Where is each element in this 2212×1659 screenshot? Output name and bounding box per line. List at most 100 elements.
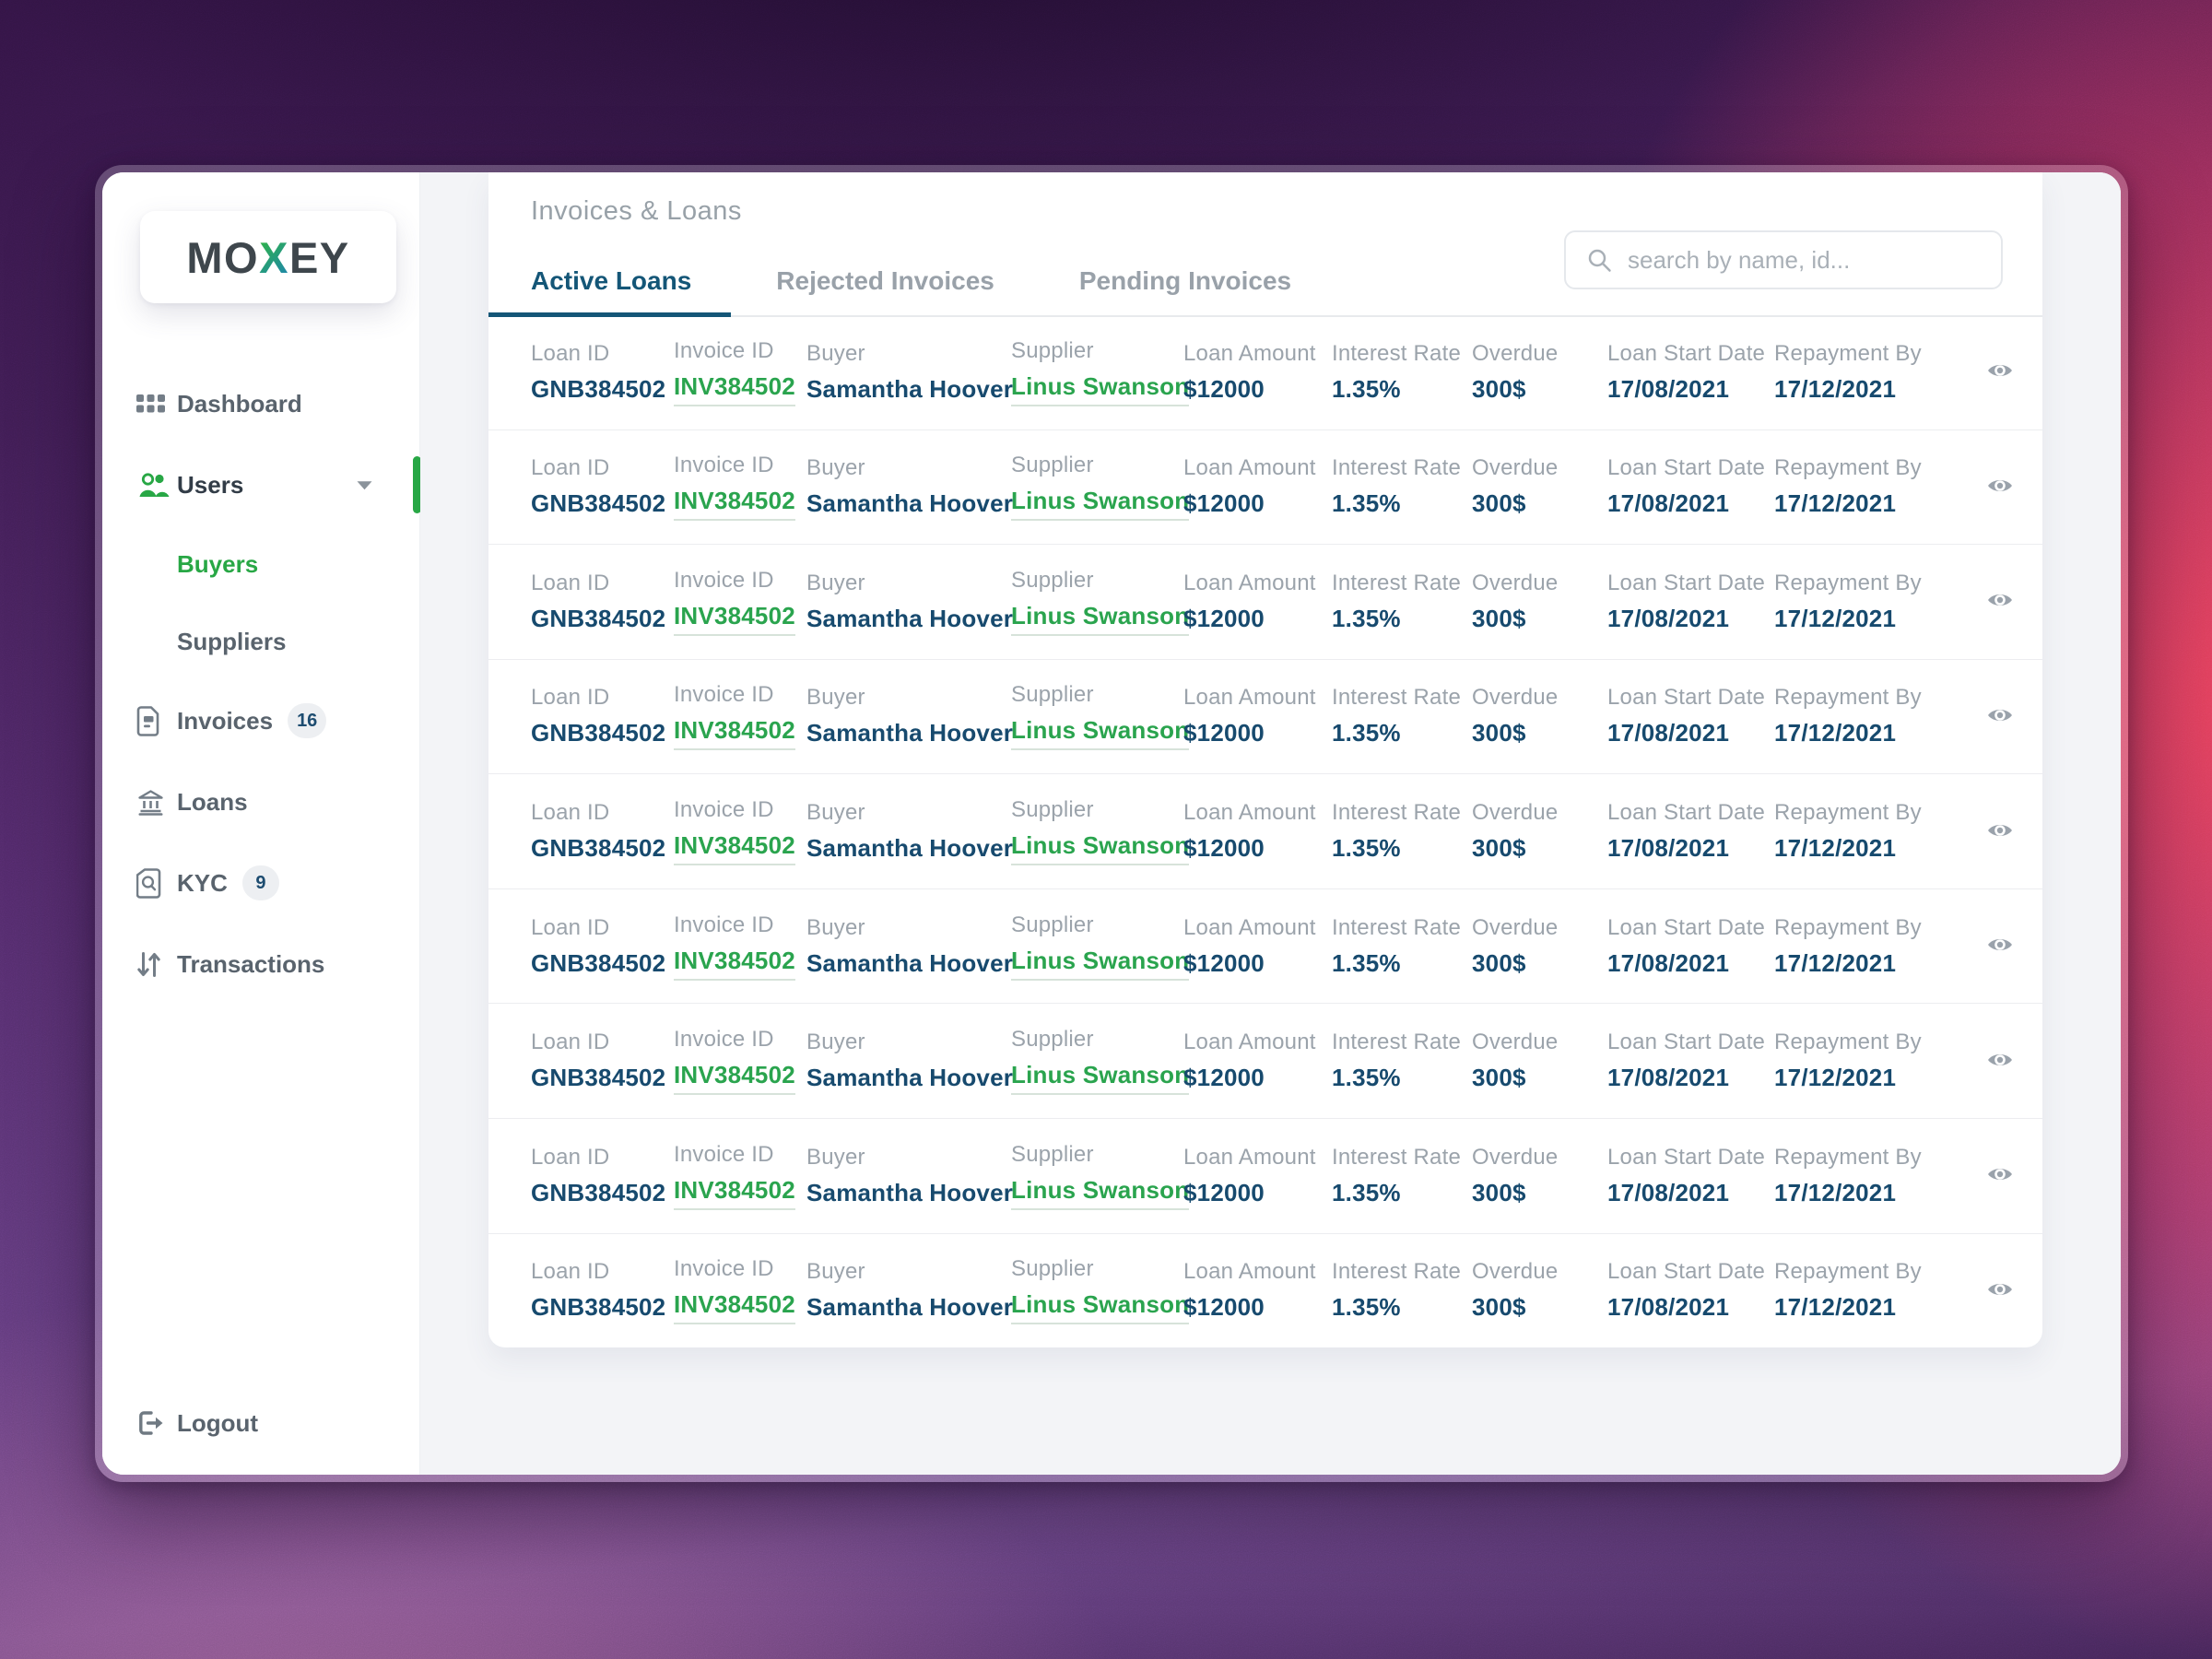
sidebar-item-dashboard[interactable]: Dashboard (102, 363, 419, 444)
sidebar-item-invoices[interactable]: Invoices 16 (102, 680, 419, 761)
cell-value-loan_id: GNB384502 (531, 604, 666, 632)
cell-value-supplier[interactable]: Linus Swanson (1011, 716, 1190, 751)
column-label: Invoice ID (674, 682, 774, 708)
sidebar-item-label: Suppliers (177, 627, 287, 655)
sidebar-item-loans[interactable]: Loans (102, 761, 419, 842)
cell-invoice_id: Invoice ID INV384502 (674, 1027, 806, 1096)
search-input[interactable] (1628, 245, 1981, 275)
cell-value-invoice_id[interactable]: INV384502 (674, 1176, 795, 1210)
view-row-button[interactable] (1982, 1159, 2018, 1192)
cell-value-invoice_id[interactable]: INV384502 (674, 602, 795, 636)
column-label: Overdue (1472, 1259, 1559, 1285)
cell-value-invoice_id[interactable]: INV384502 (674, 372, 795, 406)
cell-value-interest_rate: 1.35% (1332, 719, 1401, 747)
cell-value-supplier[interactable]: Linus Swanson (1011, 372, 1190, 406)
sidebar-item-kyc[interactable]: KYC 9 (102, 842, 419, 924)
column-label: Loan Start Date (1607, 1030, 1766, 1055)
column-label: Loan Amount (1183, 800, 1316, 826)
column-label: Overdue (1472, 685, 1559, 711)
cell-value-buyer: Samantha Hoover (806, 834, 1014, 863)
search-box[interactable] (1564, 230, 2003, 289)
cell-value-supplier[interactable]: Linus Swanson (1011, 487, 1190, 522)
table-row: Loan ID GNB384502 Invoice ID INV384502 Buyer… (488, 1003, 2042, 1118)
column-label: Loan Start Date (1607, 800, 1766, 826)
column-label: Loan Amount (1183, 914, 1316, 940)
column-label: Interest Rate (1332, 1030, 1462, 1055)
cell-value-supplier[interactable]: Linus Swanson (1011, 602, 1190, 636)
chevron-down-icon[interactable] (357, 478, 372, 495)
cell-value-interest_rate: 1.35% (1332, 374, 1401, 403)
sidebar-item-transactions[interactable]: Transactions (102, 924, 419, 1005)
cell-value-buyer: Samantha Hoover (806, 1178, 1014, 1206)
cell-value-supplier[interactable]: Linus Swanson (1011, 1176, 1190, 1210)
cell-overdue: Overdue 300$ (1472, 455, 1607, 518)
view-row-button[interactable] (1982, 1045, 2018, 1077)
cell-value-supplier[interactable]: Linus Swanson (1011, 1290, 1190, 1325)
column-label: Supplier (1011, 567, 1094, 593)
cell-value-invoice_id[interactable]: INV384502 (674, 716, 795, 751)
view-row-button[interactable] (1982, 471, 2018, 503)
kyc-count-badge: 9 (241, 865, 279, 900)
column-label: Loan Amount (1183, 685, 1316, 711)
tab-active-loans[interactable]: Active Loans (488, 267, 732, 317)
cell-actions (1982, 700, 2042, 733)
column-label: Repayment By (1774, 340, 1922, 366)
table-row: Loan ID GNB384502 Invoice ID INV384502 Buyer… (488, 315, 2042, 429)
column-label: Buyer (806, 1030, 865, 1055)
tab-pending-invoices[interactable]: Pending Invoices (1078, 266, 1292, 295)
cell-repayment_by: Repayment By 17/12/2021 (1774, 1259, 1982, 1322)
cell-buyer: Buyer Samantha Hoover (806, 571, 1013, 633)
view-row-button[interactable] (1982, 816, 2018, 848)
cell-value-supplier[interactable]: Linus Swanson (1011, 831, 1190, 866)
cell-buyer: Buyer Samantha Hoover (806, 455, 1013, 518)
page-title: Invoices & Loans (531, 196, 742, 226)
cell-value-repayment_by: 17/12/2021 (1774, 1293, 1897, 1322)
cell-value-supplier[interactable]: Linus Swanson (1011, 1061, 1190, 1096)
cell-value-invoice_id[interactable]: INV384502 (674, 487, 795, 522)
cell-value-loan_start_date: 17/08/2021 (1607, 719, 1730, 747)
view-row-button[interactable] (1982, 930, 2018, 962)
cell-repayment_by: Repayment By 17/12/2021 (1774, 800, 1982, 863)
cell-value-loan_id: GNB384502 (531, 1178, 666, 1206)
cell-buyer: Buyer Samantha Hoover (806, 1030, 1013, 1092)
cell-value-loan_amount: $12000 (1183, 834, 1265, 863)
sidebar-item-users[interactable]: Users (102, 444, 421, 525)
cell-value-loan_id: GNB384502 (531, 1064, 666, 1092)
cell-buyer: Buyer Samantha Hoover (806, 1145, 1014, 1207)
cell-loan_id: Loan ID GNB384502 (531, 1145, 674, 1207)
column-label: Invoice ID (674, 567, 774, 593)
cell-loan_start_date: Loan Start Date 17/08/2021 (1607, 915, 1774, 978)
sidebar-item-label: Users (177, 470, 244, 499)
cell-invoice_id: Invoice ID INV384502 (674, 912, 806, 981)
view-row-button[interactable] (1982, 356, 2018, 388)
column-label: Overdue (1472, 1144, 1559, 1170)
cell-overdue: Overdue 300$ (1472, 1259, 1607, 1322)
cell-actions (1982, 1159, 2042, 1192)
sidebar-item-label: Invoices (177, 706, 274, 735)
cell-value-repayment_by: 17/12/2021 (1774, 1178, 1897, 1206)
column-label: Supplier (1011, 1141, 1094, 1167)
search-icon (1588, 249, 1611, 272)
cell-value-invoice_id[interactable]: INV384502 (674, 1061, 795, 1096)
column-label: Supplier (1011, 912, 1094, 937)
cell-overdue: Overdue 300$ (1472, 800, 1607, 863)
invoices-count-badge: 16 (288, 703, 327, 738)
sidebar-item-suppliers[interactable]: Suppliers (102, 603, 419, 680)
cell-interest_rate: Interest Rate 1.35% (1332, 1145, 1472, 1207)
tab-rejected-invoices[interactable]: Rejected Invoices (776, 266, 994, 295)
cell-value-buyer: Samantha Hoover (806, 719, 1014, 747)
view-row-button[interactable] (1982, 585, 2018, 618)
bank-icon (136, 789, 177, 816)
column-label: Overdue (1472, 914, 1559, 940)
logout-button[interactable]: Logout (136, 1395, 258, 1451)
sidebar-item-buyers[interactable]: Buyers (102, 525, 419, 603)
cell-value-invoice_id[interactable]: INV384502 (674, 831, 795, 866)
view-row-button[interactable] (1982, 700, 2018, 733)
cell-value-invoice_id[interactable]: INV384502 (674, 947, 795, 981)
view-row-button[interactable] (1982, 1275, 2018, 1307)
cell-value-supplier[interactable]: Linus Swanson (1011, 947, 1190, 981)
cell-loan_amount: Loan Amount $12000 (1183, 1145, 1332, 1207)
cell-supplier: Supplier Linus Swanson (1011, 453, 1190, 522)
cell-loan_id: Loan ID GNB384502 (531, 915, 674, 978)
cell-value-invoice_id[interactable]: INV384502 (674, 1290, 795, 1325)
